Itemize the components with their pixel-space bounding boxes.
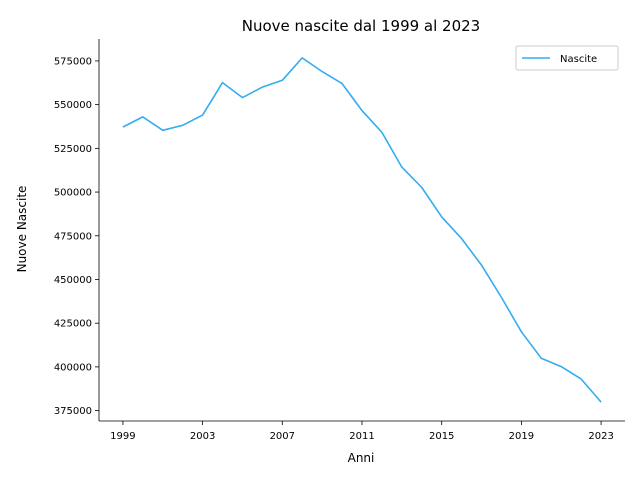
- x-axis-title: Anni: [348, 451, 375, 465]
- x-tick-label: 2011: [349, 431, 374, 442]
- x-tick-label: 2015: [429, 431, 454, 442]
- x-tick-label: 1999: [110, 431, 135, 442]
- legend-box: [515, 45, 619, 71]
- y-tick-label: 375000: [54, 406, 92, 417]
- y-tick-label: 450000: [54, 275, 92, 286]
- series-line-0: [122, 57, 602, 403]
- y-tick-label: 425000: [54, 319, 92, 330]
- y-tick-label: 525000: [54, 144, 92, 155]
- y-tick-label: 400000: [54, 362, 92, 373]
- y-axis-title: Nuove Nascite: [15, 186, 29, 273]
- chart-title: Nuove nascite dal 1999 al 2023: [242, 17, 480, 35]
- x-tick-label: 2003: [190, 431, 215, 442]
- plot-area: 1999 2003 2007 2011 2015 2019 2023 375000 400000…: [54, 39, 625, 442]
- legend-label: Nascite: [560, 54, 597, 65]
- x-tick-label: 2019: [509, 431, 534, 442]
- legend: Nascite: [515, 45, 619, 71]
- y-tick-label: 475000: [54, 231, 92, 242]
- x-tick-label: 2023: [588, 431, 613, 442]
- x-tick-label: 2007: [270, 431, 295, 442]
- y-tick-label: 575000: [54, 56, 92, 67]
- y-tick-label: 500000: [54, 188, 92, 199]
- y-tick-label: 550000: [54, 100, 92, 111]
